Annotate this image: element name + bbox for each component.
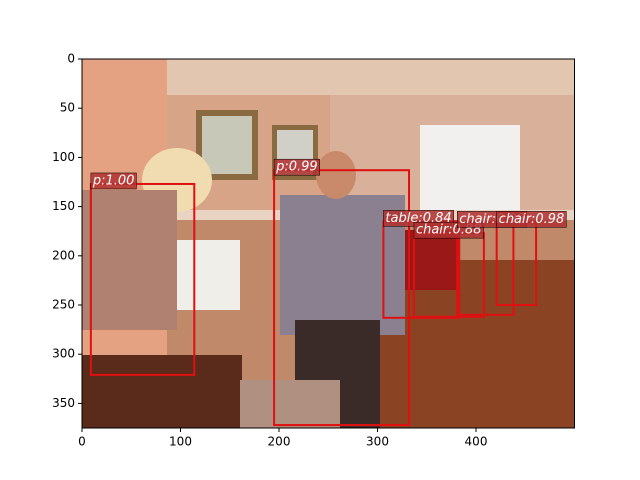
y-tick-label: 150	[52, 199, 75, 213]
y-tick-label: 100	[52, 150, 75, 164]
x-tick-label: 100	[169, 435, 192, 449]
label-background	[273, 158, 320, 176]
detection-box	[89, 182, 196, 376]
label-background	[90, 172, 137, 190]
x-tick-label: 400	[465, 435, 488, 449]
box-label: p:0.99	[275, 160, 318, 175]
box-label: chair:0.98	[499, 212, 565, 227]
axes-frame	[81, 58, 575, 429]
y-tick-label: 250	[52, 298, 75, 312]
label-background	[496, 211, 567, 228]
y-tick-label: 50	[60, 101, 75, 115]
y-tick-label: 300	[52, 347, 75, 361]
x-tick-label: 0	[78, 435, 86, 449]
detection-box	[273, 169, 411, 427]
photo	[82, 59, 575, 428]
y-tick-label: 200	[52, 248, 75, 262]
x-tick-label: 300	[366, 435, 389, 449]
y-tick-label: 350	[52, 396, 75, 410]
x-tick-label: 200	[268, 435, 291, 449]
y-tick-label: 0	[67, 52, 75, 66]
box-label: p:1.00	[92, 173, 135, 188]
